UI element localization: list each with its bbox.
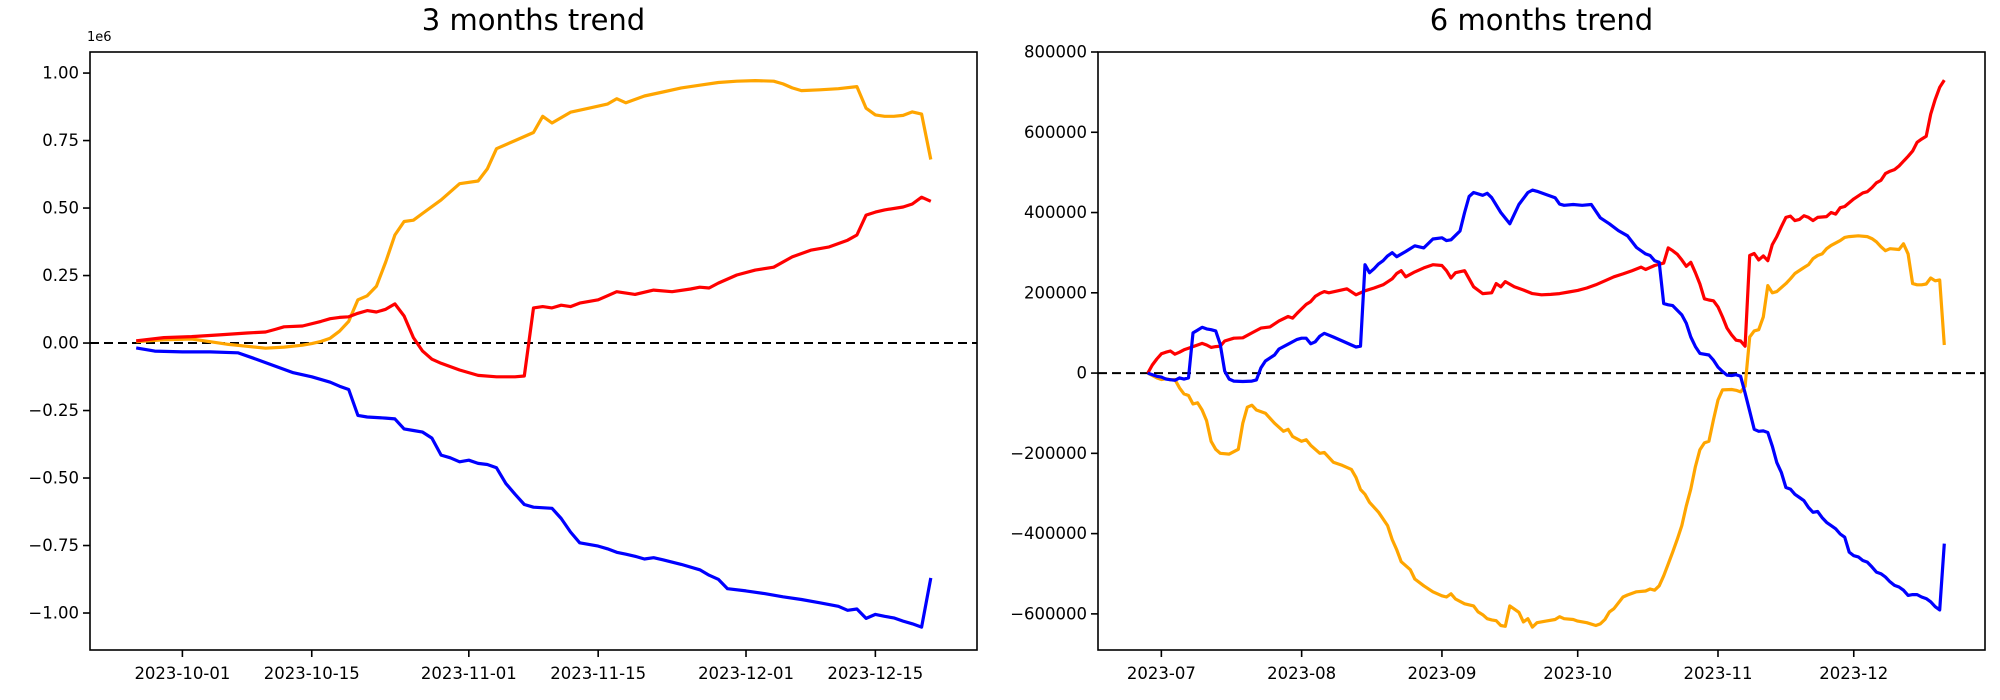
y-tick-label: −0.25: [28, 401, 79, 420]
series-blue-line: [135, 346, 933, 629]
y-axis-offset-label: 1e6: [87, 30, 112, 45]
x-tick-label: 2023-08: [1267, 664, 1336, 683]
x-tick-label: 2023-11: [1684, 664, 1753, 683]
chart-6-months: 2023-07 2023-08 2023-09 2023-10 2023-11 2023-…: [1010, 43, 1986, 683]
series-red-line: [1146, 79, 1946, 374]
y-tick-label: 600000: [1024, 123, 1087, 142]
chart-title-3-months: 3 months trend: [421, 3, 646, 37]
x-tick-label: 2023-12-15: [827, 664, 923, 683]
y-tick-label: 200000: [1024, 283, 1087, 302]
y-tick-label: 0.50: [42, 199, 79, 218]
series-orange-line: [1147, 234, 1946, 629]
y-tick-label: 800000: [1024, 43, 1087, 62]
chart-3-months: 2023-10-01 2023-10-15 2023-11-01 2023-11-15…: [28, 51, 978, 683]
series-orange-line: [136, 78, 933, 350]
y-tick-label: −600000: [1010, 604, 1087, 623]
axes-spines: [1097, 51, 1986, 651]
x-tick-label: 2023-11-01: [421, 664, 517, 683]
y-tick-label: 0.25: [42, 266, 79, 285]
y-tick-label: −400000: [1010, 524, 1087, 543]
y-tick-label: 0: [1077, 364, 1088, 383]
y-tick-label: −0.75: [28, 536, 79, 555]
axes-spines: [89, 51, 978, 651]
x-tick-label: 2023-07: [1127, 664, 1196, 683]
x-tick-label: 2023-10-15: [264, 664, 360, 683]
x-tick-label: 2023-09: [1407, 664, 1476, 683]
series-red-line: [136, 195, 932, 379]
y-tick-label: 0.00: [42, 334, 79, 353]
chart-title-6-months: 6 months trend: [1429, 3, 1654, 37]
series-blue-line: [1147, 188, 1946, 612]
x-tick-label: 2023-12: [1819, 664, 1888, 683]
x-tick-label: 2023-11-15: [550, 664, 646, 683]
y-tick-label: −0.50: [28, 469, 79, 488]
y-tick-label: −1.00: [28, 604, 79, 623]
y-tick-label: 1.00: [42, 64, 79, 83]
x-tick-label: 2023-12-01: [698, 664, 794, 683]
x-tick-label: 2023-10: [1543, 664, 1612, 683]
y-tick-label: 400000: [1024, 203, 1087, 222]
y-tick-label: −200000: [1010, 444, 1087, 463]
y-tick-label: 0.75: [42, 131, 79, 150]
x-tick-label: 2023-10-01: [134, 664, 230, 683]
